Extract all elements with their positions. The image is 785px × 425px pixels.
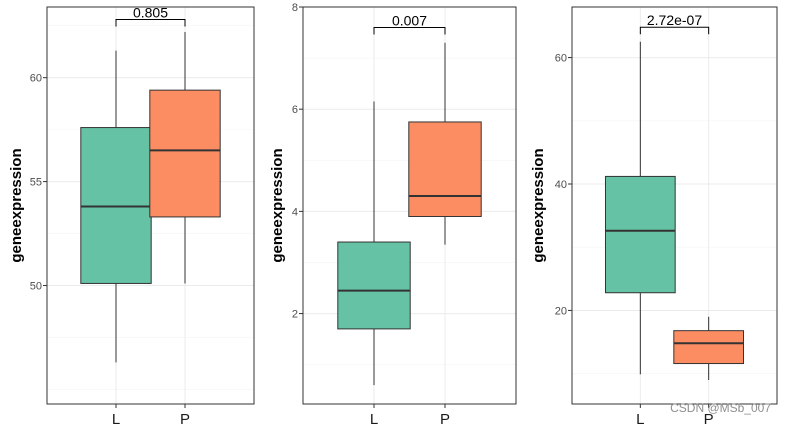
x-tick-label: P (440, 411, 450, 425)
box-body (149, 89, 221, 218)
y-axis-title: geneexpression (269, 148, 286, 262)
box-body (673, 330, 745, 365)
box-P (673, 316, 745, 380)
comparison-bracket (639, 26, 710, 35)
x-tick-label: L (370, 411, 378, 425)
y-tick-label: 50 (30, 281, 42, 293)
box-P (408, 42, 482, 245)
box-body (604, 175, 676, 294)
y-tick-label: 6 (292, 104, 298, 116)
comparison-bracket (373, 26, 446, 35)
y-tick-label: 20 (555, 305, 567, 317)
p-value-label: 0.007 (392, 12, 427, 28)
y-tick-label: 55 (30, 177, 42, 189)
y-tick-label: 60 (30, 73, 42, 85)
box-P (149, 31, 221, 284)
box-L (604, 41, 676, 375)
y-axis-title: geneexpression (530, 148, 547, 262)
box-body (408, 121, 482, 217)
x-tick-label: P (704, 411, 714, 425)
panel-border (46, 6, 255, 405)
box-body (337, 241, 411, 330)
box-body (80, 127, 152, 284)
panel-border (571, 6, 778, 405)
y-tick-label: 40 (555, 179, 567, 191)
comparison-bracket (115, 18, 186, 27)
p-value-label: 0.805 (133, 4, 168, 20)
box-L (80, 50, 152, 363)
x-tick-label: L (112, 411, 120, 425)
watermark-text: CSDN @MSb_007 (670, 401, 771, 415)
panel-border (302, 6, 517, 405)
y-tick-label: 60 (555, 53, 567, 65)
y-tick-label: 4 (292, 206, 298, 218)
y-axis-title: geneexpression (8, 148, 25, 262)
y-tick-label: 2 (292, 309, 298, 321)
x-tick-label: P (180, 411, 190, 425)
box-L (337, 101, 411, 386)
y-tick-label: 8 (292, 2, 298, 14)
x-tick-label: L (636, 411, 644, 425)
p-value-label: 2.72e-07 (647, 12, 702, 28)
